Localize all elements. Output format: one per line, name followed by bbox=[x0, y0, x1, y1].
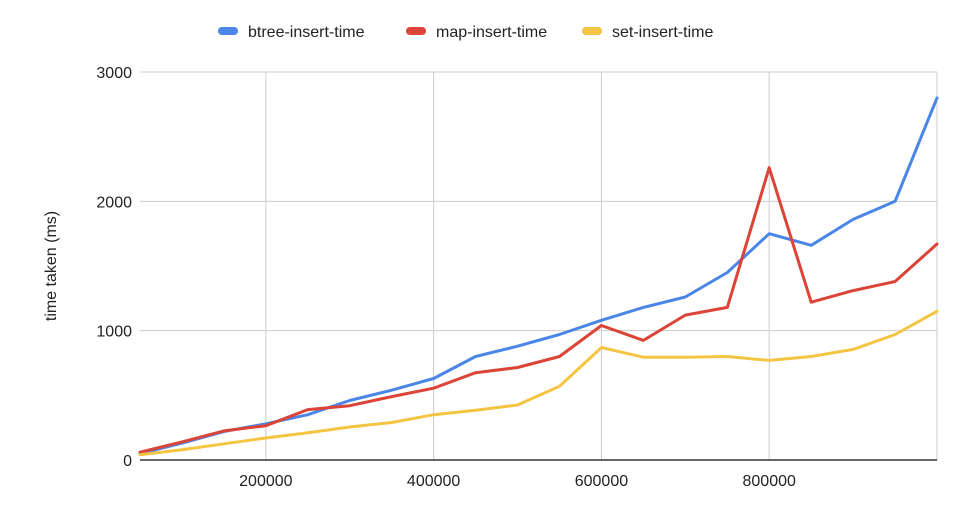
series-line-set-insert-time bbox=[138, 309, 939, 457]
legend-label-set: set-insert-time bbox=[612, 24, 713, 41]
legend-label-map: map-insert-time bbox=[436, 24, 547, 41]
x-tick-label: 800000 bbox=[743, 473, 796, 490]
series-line-btree-insert-time bbox=[138, 96, 939, 455]
y-tick-label: 3000 bbox=[96, 65, 132, 82]
x-tick-label: 200000 bbox=[239, 473, 292, 490]
x-tick-label: 400000 bbox=[407, 473, 460, 490]
y-tick-label: 2000 bbox=[96, 194, 132, 211]
legend-label-btree: btree-insert-time bbox=[248, 24, 365, 41]
y-tick-label: 0 bbox=[123, 453, 132, 470]
series-line-map-insert-time bbox=[138, 166, 939, 454]
y-axis-label: time taken (ms) bbox=[43, 211, 60, 321]
legend: btree-insert-time map-insert-time set-in… bbox=[218, 24, 713, 41]
legend-swatch-set bbox=[582, 27, 602, 35]
x-tick-label: 600000 bbox=[575, 473, 628, 490]
grid-lines bbox=[140, 71, 938, 460]
series-lines bbox=[138, 96, 939, 457]
legend-swatch-map bbox=[406, 27, 426, 35]
y-tick-label: 1000 bbox=[96, 324, 132, 341]
legend-swatch-btree bbox=[218, 27, 238, 35]
